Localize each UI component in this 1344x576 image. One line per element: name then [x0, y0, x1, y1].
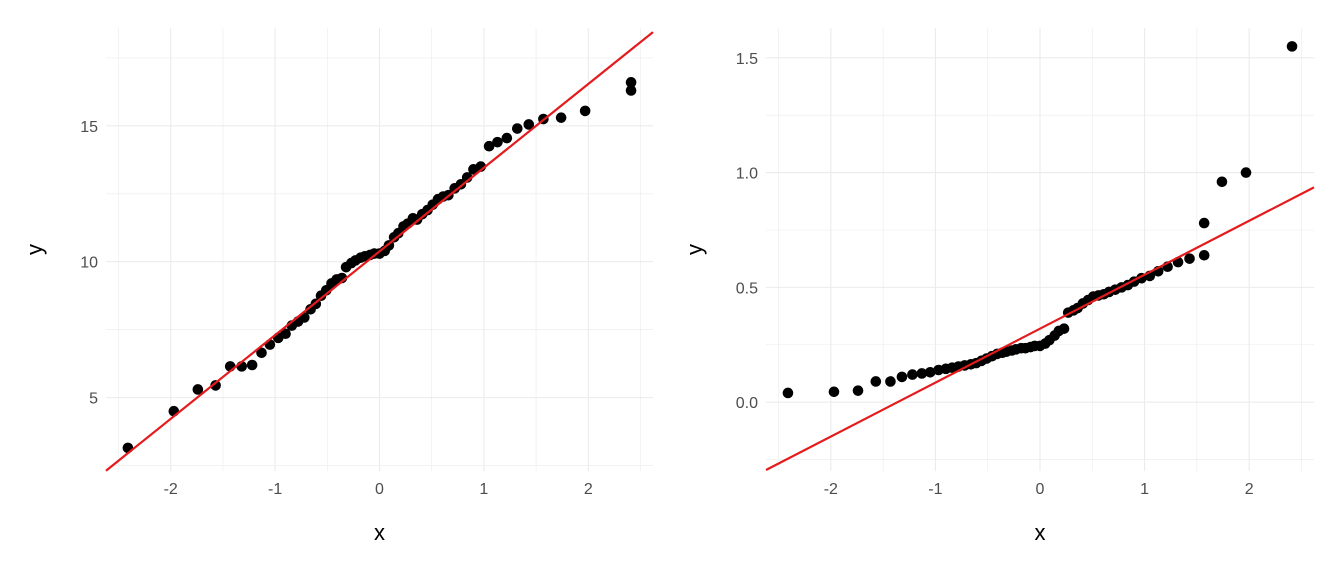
- right-data-point: [1198, 217, 1210, 229]
- right-data-point: [916, 368, 928, 379]
- right-y-tick-label: 1.0: [736, 166, 758, 183]
- left-data-point: [210, 380, 221, 391]
- right-reference-line: [765, 186, 1315, 471]
- right-y-tick-label: 0.5: [736, 280, 758, 297]
- right-data-point: [870, 376, 882, 387]
- left-x-tick-label: -2: [164, 481, 178, 498]
- right-y-tick-label: 1.5: [736, 51, 758, 68]
- left-data-point: [511, 123, 523, 134]
- left-data-point: [122, 442, 134, 454]
- right-x-axis-title: x: [1035, 520, 1046, 545]
- right-data-point: [1198, 249, 1210, 261]
- left-data-point: [555, 112, 567, 123]
- right-data-point: [924, 367, 936, 378]
- right-x-tick-label: 1: [1140, 481, 1149, 498]
- left-y-tick-label: 5: [89, 391, 98, 408]
- right-y-tick-label: 0.0: [736, 395, 758, 412]
- left-x-tick-label: -1: [268, 481, 282, 498]
- right-data-point: [885, 376, 896, 387]
- right-data-point: [1058, 323, 1070, 334]
- left-data-point: [501, 132, 513, 144]
- left-qq-plot-panel: -2 -1 0 1 2 5 10 15 x y: [22, 28, 654, 545]
- left-y-tick-label: 10: [80, 255, 98, 272]
- left-data-point: [579, 105, 591, 117]
- right-data-point: [907, 369, 918, 380]
- left-data-point: [625, 77, 637, 88]
- right-data-point: [1240, 167, 1252, 178]
- right-qq-plot-panel: -2 -1 0 1 2 0.0 0.5 1.0 1.5 x y: [682, 28, 1315, 545]
- left-data-point: [625, 85, 637, 96]
- right-data-point: [782, 387, 794, 399]
- left-y-axis-title: y: [22, 244, 47, 255]
- right-y-axis-title: y: [682, 244, 707, 255]
- right-x-tick-label: -1: [928, 481, 942, 498]
- left-data-point: [492, 136, 503, 148]
- left-data-point: [256, 347, 267, 359]
- left-data-point: [523, 119, 535, 130]
- left-data-point: [246, 359, 258, 371]
- left-x-tick-label: 2: [584, 481, 593, 498]
- right-data-point: [852, 385, 864, 396]
- left-x-axis-title: x: [374, 520, 385, 545]
- left-data-point: [280, 328, 291, 340]
- left-x-tick-label: 1: [479, 481, 488, 498]
- right-data-point: [1184, 253, 1195, 264]
- left-y-tick-label: 15: [80, 119, 98, 136]
- left-x-tick-label: 0: [375, 481, 384, 498]
- left-data-point: [192, 384, 204, 395]
- right-data-point: [896, 371, 908, 383]
- right-data-point: [1216, 176, 1228, 188]
- right-data-point: [828, 386, 840, 398]
- right-x-tick-label: -2: [824, 481, 838, 498]
- right-x-tick-label: 0: [1036, 481, 1045, 498]
- right-data-point: [1286, 41, 1298, 52]
- left-reference-line: [105, 31, 654, 472]
- left-data-point: [483, 140, 495, 152]
- right-x-tick-label: 2: [1245, 481, 1254, 498]
